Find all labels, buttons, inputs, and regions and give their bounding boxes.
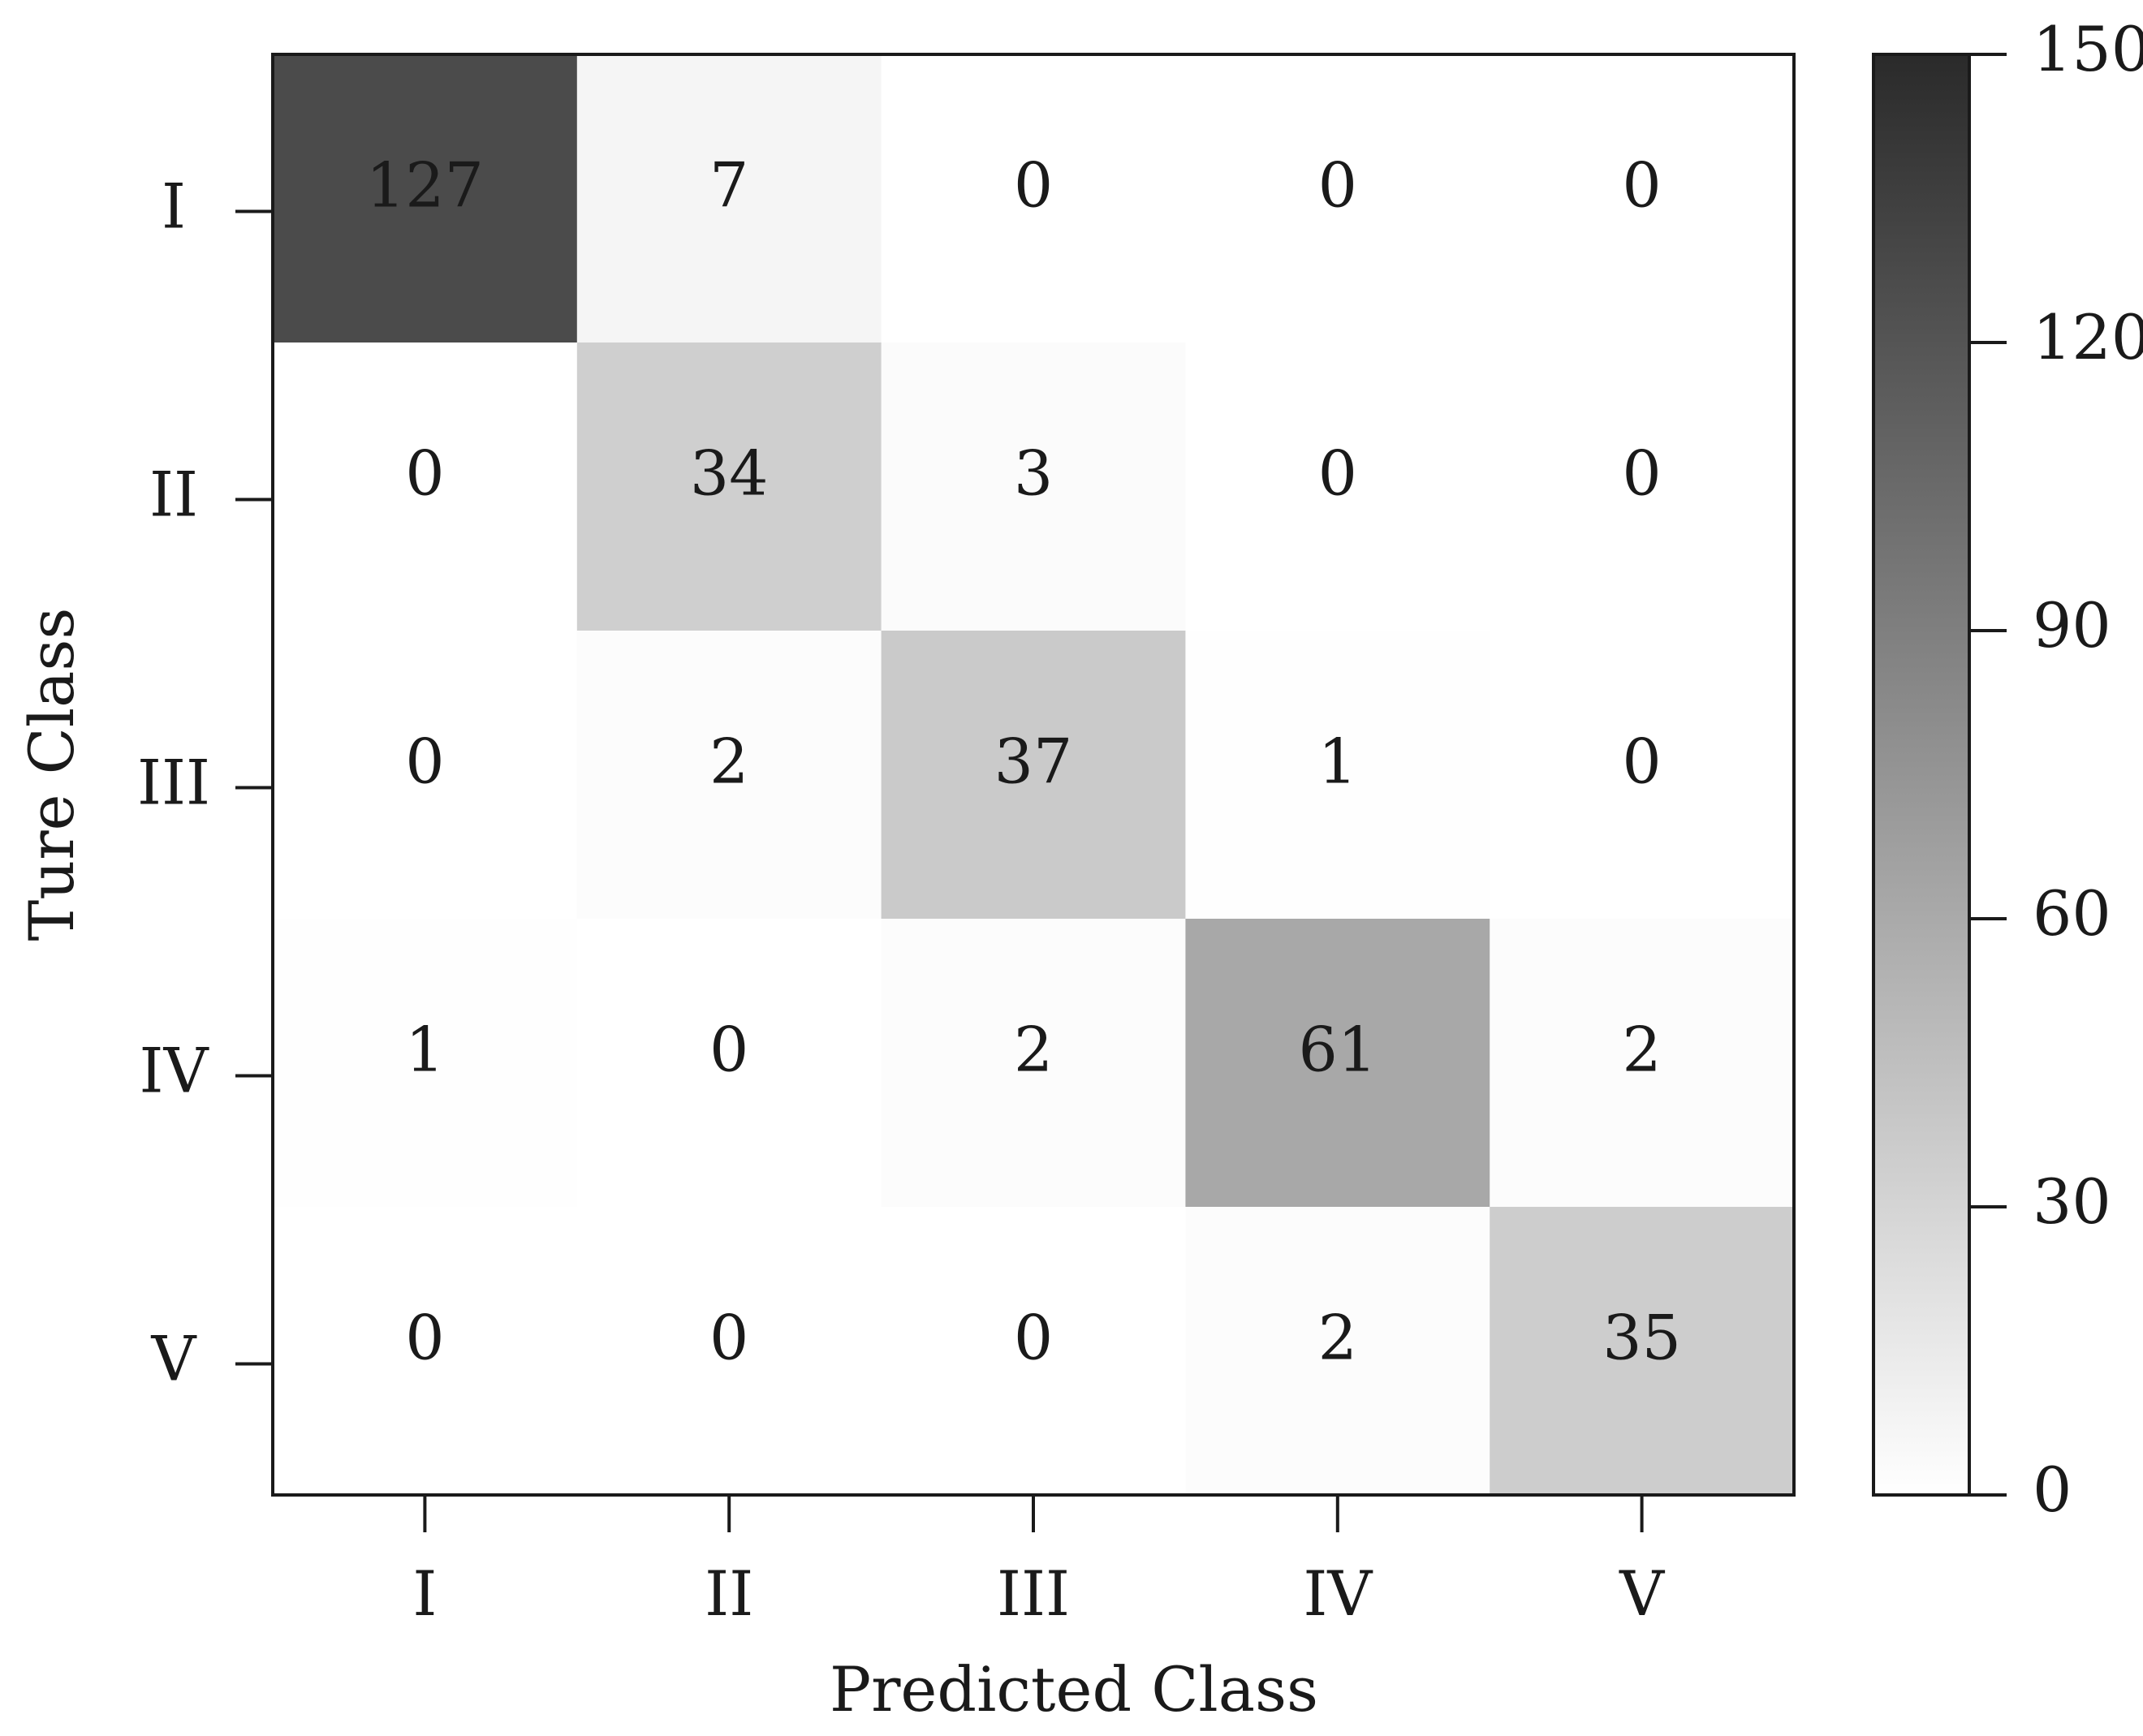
colorbar-tick-label: 0 [2033, 1454, 2072, 1526]
heatmap-cell [1185, 631, 1490, 920]
x-axis-ticks: I II III IV V [412, 1495, 1665, 1630]
cell-value-label: 0 [709, 1302, 748, 1374]
y-tick-label: II [149, 459, 198, 531]
cell-value-label: 0 [405, 726, 444, 798]
heatmap-cell [881, 1207, 1186, 1496]
colorbar [1872, 53, 1971, 1497]
cell-value-label: 7 [709, 149, 748, 222]
y-tick-label: IV [140, 1035, 209, 1107]
cell-value-label: 0 [1014, 149, 1053, 222]
cell-value-label: 1 [1318, 726, 1357, 798]
heatmap-cell [273, 1207, 578, 1496]
heatmap-cell [273, 631, 578, 920]
colorbar-ticks: 0 30 60 90 120 150 [1969, 13, 2143, 1526]
colorbar-tick-label: 90 [2033, 589, 2111, 661]
x-axis-title: Predicted Class [830, 1653, 1318, 1725]
heatmap-cell [1490, 631, 1795, 920]
cell-value-label: 0 [405, 1302, 444, 1374]
heatmap-cell [576, 631, 882, 920]
heatmap-cell-labels: 127 7 0 0 0 0 34 3 0 0 0 2 37 1 0 1 0 2 61 2 0 0 0 2 35 [366, 149, 1681, 1374]
cell-value-label: 2 [1014, 1014, 1053, 1086]
x-tick-label: II [705, 1557, 753, 1630]
heatmap-cell [1490, 919, 1795, 1208]
colorbar-tick-label: 150 [2033, 13, 2143, 85]
heatmap-cell [1185, 919, 1490, 1208]
heatmap-cell [1185, 54, 1490, 343]
heatmap-cell [273, 342, 578, 631]
y-tick-label: V [151, 1323, 197, 1395]
heatmap-cells [273, 54, 1795, 1496]
cell-value-label: 34 [690, 437, 769, 510]
heatmap-cell [576, 919, 882, 1208]
heatmap-cell [1185, 1207, 1490, 1496]
heatmap-cell [1490, 342, 1795, 631]
heatmap-cell [881, 54, 1186, 343]
heatmap-cell [881, 919, 1186, 1208]
heatmap-cell [576, 1207, 882, 1496]
cell-value-label: 35 [1602, 1302, 1681, 1374]
y-tick-label: I [162, 170, 186, 243]
cell-value-label: 0 [1318, 437, 1357, 510]
colorbar-tick-label: 60 [2033, 877, 2111, 950]
heatmap-cell [273, 919, 578, 1208]
heatmap-cell [273, 54, 578, 343]
x-tick-label: V [1619, 1557, 1665, 1630]
heatmap-cell [881, 342, 1186, 631]
heatmap-cell [1185, 342, 1490, 631]
x-tick-label: III [997, 1557, 1070, 1630]
heatmap-cell [576, 342, 882, 631]
cell-value-label: 2 [1622, 1014, 1661, 1086]
x-tick-label: IV [1303, 1557, 1373, 1630]
cell-value-label: 0 [1318, 149, 1357, 222]
cell-value-label: 61 [1298, 1014, 1377, 1086]
cell-value-label: 0 [1014, 1302, 1053, 1374]
y-axis-title: Ture Class [15, 608, 88, 941]
cell-value-label: 0 [1622, 437, 1661, 510]
heatmap-cell [576, 54, 882, 343]
cell-value-label: 1 [405, 1014, 444, 1086]
cell-value-label: 0 [709, 1014, 748, 1086]
cell-value-label: 127 [366, 149, 484, 222]
colorbar-tick-label: 120 [2033, 301, 2143, 373]
cell-value-label: 2 [709, 726, 748, 798]
heatmap-cell [1490, 54, 1795, 343]
heatmap-cell [881, 631, 1186, 920]
cell-value-label: 37 [994, 726, 1073, 798]
y-tick-label: III [137, 747, 210, 819]
cell-value-label: 0 [405, 437, 444, 510]
colorbar-tick-label: 30 [2033, 1165, 2111, 1238]
cell-value-label: 0 [1622, 149, 1661, 222]
cell-value-label: 0 [1622, 726, 1661, 798]
heatmap-cell [1490, 1207, 1795, 1496]
cell-value-label: 2 [1318, 1302, 1357, 1374]
cell-value-label: 3 [1014, 437, 1053, 510]
x-tick-label: I [412, 1557, 437, 1630]
